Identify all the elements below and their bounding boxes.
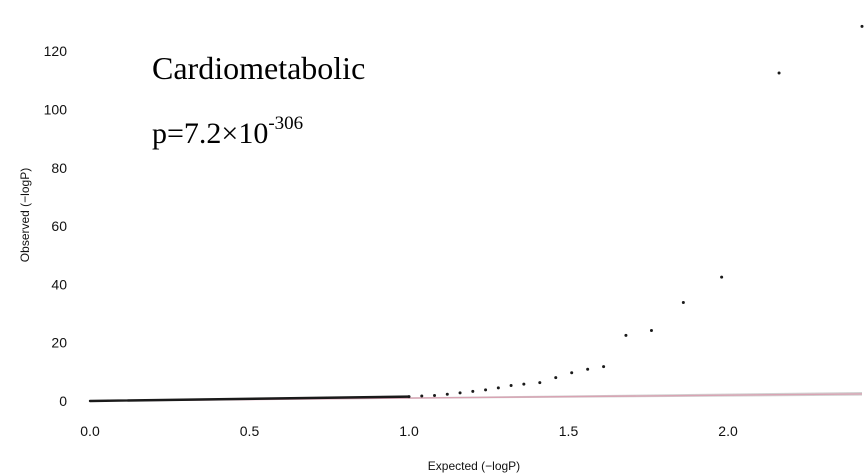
data-point (458, 391, 462, 395)
data-point (522, 382, 526, 386)
data-point (777, 71, 781, 75)
data-point (433, 393, 437, 397)
y-tick-label: 100 (44, 101, 68, 117)
y-tick-label: 80 (51, 160, 67, 176)
x-tick-label: 0.5 (240, 423, 260, 439)
y-axis-label: Observed (−logP) (18, 168, 32, 262)
low-points-line (88, 395, 411, 403)
x-axis-label: Expected (−logP) (428, 459, 520, 473)
data-point (554, 376, 558, 380)
data-point (420, 394, 424, 398)
data-point (681, 300, 685, 304)
confidence-band (90, 391, 862, 401)
x-tick-label: 0.0 (80, 423, 100, 439)
y-tick-label: 20 (51, 335, 67, 351)
confidence-band-shape (90, 391, 862, 401)
y-tick-label: 120 (44, 43, 68, 59)
data-point (649, 328, 653, 332)
data-point (484, 388, 488, 392)
data-point (509, 384, 513, 388)
data-point (602, 365, 606, 369)
data-point (860, 24, 864, 28)
x-axis-ticks: 0.0 0.5 1.0 1.5 2.0 (80, 423, 738, 439)
data-point (471, 389, 475, 393)
y-tick-label: 60 (51, 218, 67, 234)
dense-points-segment (88, 395, 411, 403)
x-tick-label: 1.0 (399, 423, 419, 439)
y-tick-label: 0 (59, 393, 67, 409)
x-tick-label: 1.5 (559, 423, 579, 439)
y-tick-label: 40 (51, 276, 67, 292)
data-point (624, 333, 628, 337)
chart-annotation-label: Cardiometabolic (152, 50, 365, 86)
data-point (586, 367, 590, 371)
data-points (407, 24, 864, 399)
data-point (570, 371, 574, 375)
data-point (496, 386, 500, 390)
data-point (720, 275, 724, 279)
data-point (538, 381, 542, 385)
chart-annotation-pvalue: p=7.2×10-306 (152, 113, 303, 150)
x-tick-label: 2.0 (718, 423, 738, 439)
data-point (445, 392, 449, 396)
y-axis-ticks: 0 20 40 60 80 100 120 (44, 43, 68, 409)
data-point (407, 395, 411, 399)
